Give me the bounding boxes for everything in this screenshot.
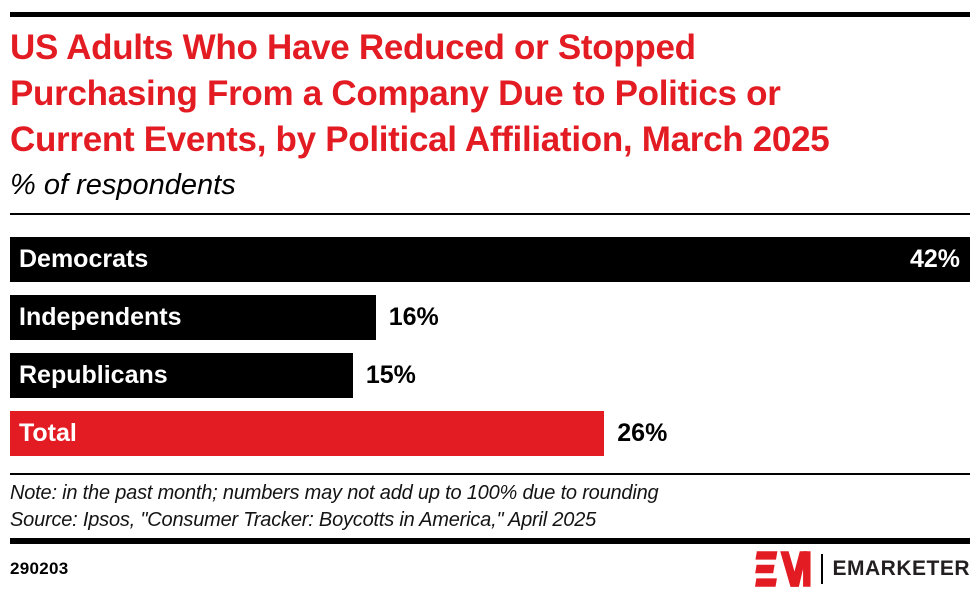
bar-row-total: Total 26% xyxy=(10,411,970,456)
note-text: Note: in the past month; numbers may not… xyxy=(10,482,659,504)
bar-category-label: Republicans xyxy=(19,361,168,389)
bar-row-independents: Independents 16% xyxy=(10,295,970,340)
header-divider xyxy=(10,213,970,215)
bar-category-label: Total xyxy=(19,419,77,447)
bottom-divider xyxy=(10,538,970,544)
bar-chart: Democrats 42% Independents 16% Republicans 15… xyxy=(10,237,970,456)
bar-value-label: 42% xyxy=(909,245,960,273)
bar-category-label: Independents xyxy=(19,303,182,331)
brand-wordmark: EMARKETER xyxy=(832,556,970,580)
footer: 290203 EMARKETER xyxy=(10,544,970,593)
bar-total: Total xyxy=(10,411,605,456)
bar-category-label: Democrats xyxy=(19,245,149,273)
footnote-divider xyxy=(10,473,970,475)
brand-logo: EMARKETER xyxy=(755,550,970,588)
top-divider xyxy=(10,12,970,17)
chart-title-line-2: Purchasing From a Company Due to Politic… xyxy=(10,74,781,113)
emarketer-em-logo-icon xyxy=(755,550,812,587)
chart-subtitle: % of respondents xyxy=(10,169,236,201)
source-text: Source: Ipsos, "Consumer Tracker: Boycot… xyxy=(10,509,597,531)
chart-title-line-1: US Adults Who Have Reduced or Stopped xyxy=(10,28,696,67)
bar-value-label: 16% xyxy=(388,303,439,331)
footnotes: Note: in the past month; numbers may not… xyxy=(10,480,970,534)
bar-row-democrats: Democrats 42% xyxy=(10,237,970,282)
bar-independents: Independents xyxy=(10,295,376,340)
chart-title: US Adults Who Have Reduced or Stopped Pu… xyxy=(10,25,970,163)
chart-id: 290203 xyxy=(10,558,69,578)
bar-value-label: 26% xyxy=(617,419,668,447)
bar-value-label: 15% xyxy=(365,361,416,389)
bar-row-republicans: Republicans 15% xyxy=(10,353,970,398)
chart-title-line-3: Current Events, by Political Affiliation… xyxy=(10,120,830,159)
bar-republicans: Republicans xyxy=(10,353,353,398)
bar-democrats: Democrats 42% xyxy=(10,237,970,282)
logo-divider xyxy=(821,553,824,584)
